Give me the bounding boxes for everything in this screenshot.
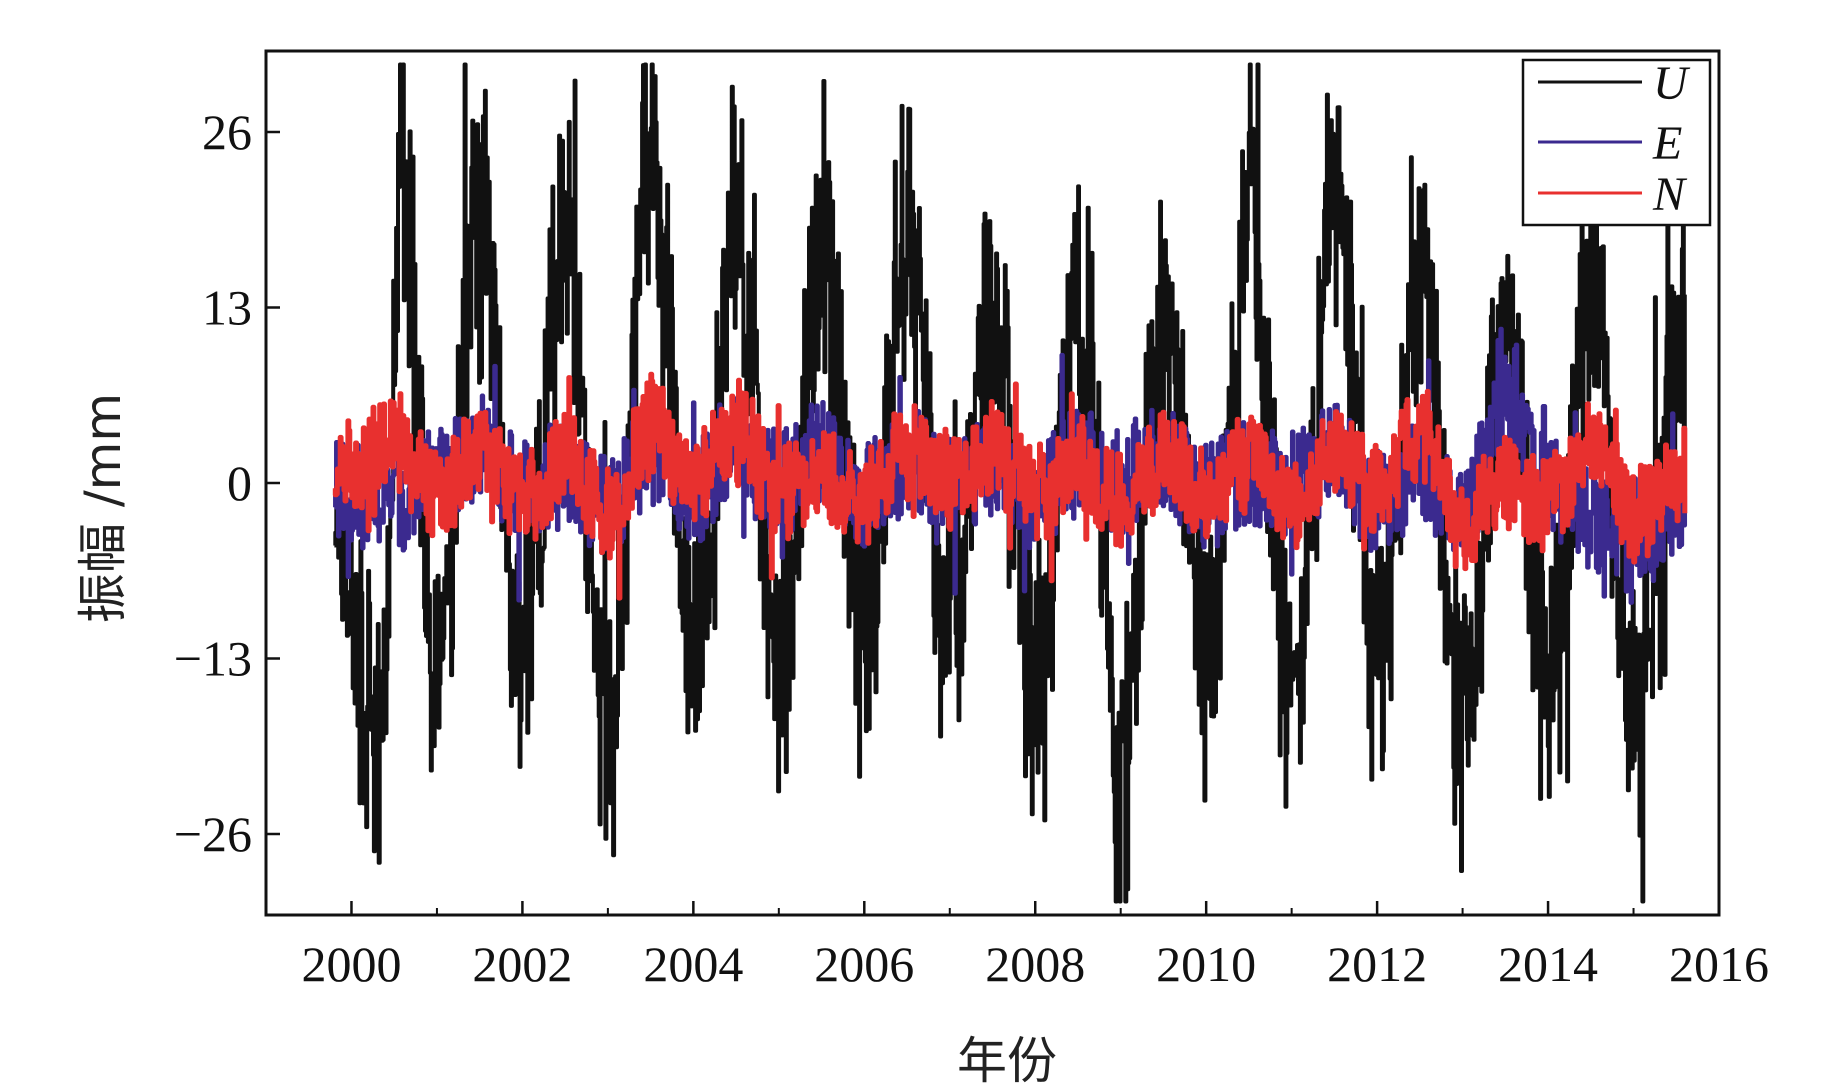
legend-label-n: N (1652, 168, 1688, 221)
x-axis: 2000 2002 2004 2006 2008 2010 2012 2014 2016 (265, 901, 1769, 992)
series-line-u (333, 62, 1687, 904)
y-tick-label: 26 (202, 104, 252, 160)
y-tick-label: 0 (227, 455, 252, 511)
x-tick-label: 2000 (301, 936, 401, 992)
y-axis-label: 振幅 /mm (74, 393, 132, 623)
x-axis-label: 年份 (957, 1032, 1057, 1087)
x-tick-label: 2010 (1156, 936, 1256, 992)
x-tick-label: 2008 (985, 936, 1085, 992)
series-layer (332, 62, 1688, 904)
x-tick-label: 2016 (1669, 936, 1769, 992)
legend: U E N (1521, 57, 1712, 227)
legend-label-u: U (1653, 57, 1691, 110)
y-tick-label: −26 (174, 806, 252, 862)
series-line-n (332, 371, 1688, 601)
x-tick-label: 2004 (643, 936, 743, 992)
x-tick-label: 2006 (814, 936, 914, 992)
y-tick-label: −13 (174, 631, 252, 687)
legend-label-e: E (1652, 117, 1682, 170)
y-axis: 26 13 0 −13 −26 (174, 104, 280, 862)
y-tick-label: 13 (202, 280, 252, 336)
x-tick-label: 2002 (472, 936, 572, 992)
x-tick-label: 2012 (1327, 936, 1427, 992)
x-tick-label: 2014 (1498, 936, 1598, 992)
